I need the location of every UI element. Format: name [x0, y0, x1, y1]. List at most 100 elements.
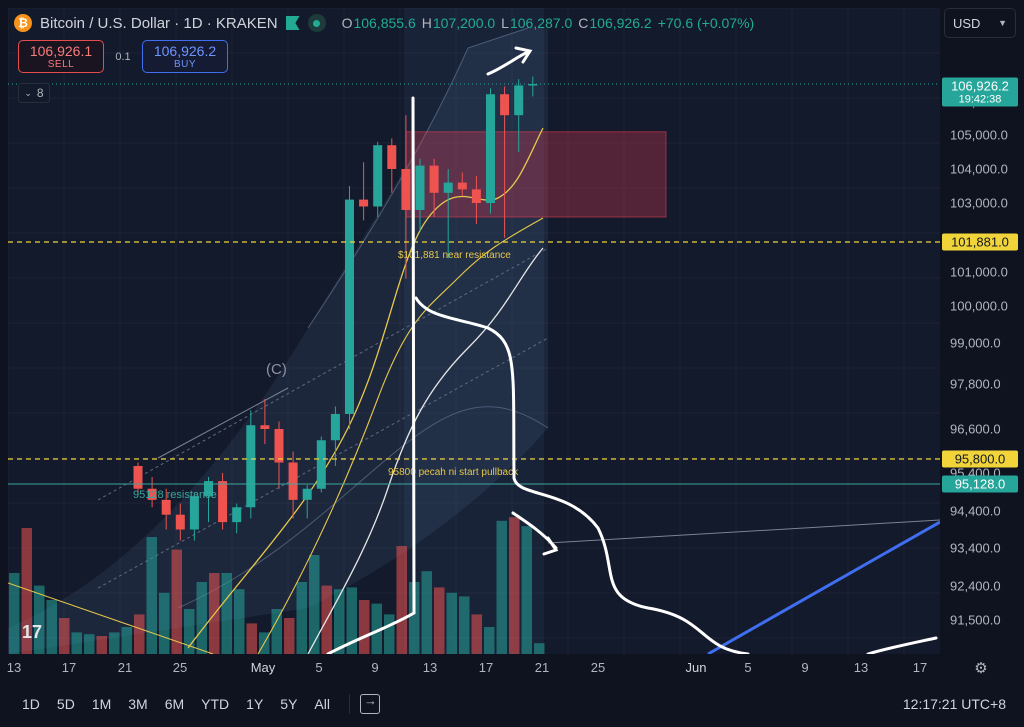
ema-fast — [187, 127, 544, 649]
highlight-column — [404, 8, 544, 654]
volume-bar — [46, 600, 57, 654]
price-axis[interactable]: 106,000.0105,000.0104,000.0103,000.0101,… — [940, 8, 1024, 654]
time-tick: 25 — [590, 660, 606, 675]
price-tick: 93,400.0 — [950, 540, 1001, 556]
candle-body — [316, 440, 326, 489]
volume-bar — [159, 592, 170, 654]
indicators-toggle[interactable]: ⌄ 8 — [18, 83, 50, 103]
volume-bar — [221, 573, 232, 654]
volume-bar — [196, 582, 207, 654]
volume-bar — [409, 582, 420, 654]
chart-area[interactable]: $101,881 near resistance 95800 pecah ni s… — [8, 8, 940, 654]
candle-body — [373, 145, 383, 207]
time-axis[interactable]: 13 17 21 25 May 5 9 13 17 21 25 Jun 5 9 13 17 — [7, 656, 940, 680]
candle-body — [429, 165, 439, 193]
chevron-down-icon: ⌄ — [24, 87, 32, 98]
candle-body — [345, 199, 354, 414]
candle-body — [175, 514, 185, 530]
buy-button[interactable]: 106,926.2 BUY — [142, 40, 228, 73]
candle-body — [330, 414, 340, 441]
range-buttons: 1D 5D 1M 3M 6M YTD 1Y 5Y All — [14, 696, 339, 712]
market-status-icon[interactable] — [307, 14, 326, 32]
price-chart[interactable]: $101,881 near resistance 95800 pecah ni s… — [8, 8, 940, 654]
volume-bar — [534, 643, 545, 654]
volume-bar — [184, 609, 195, 654]
go-to-date-icon[interactable] — [359, 693, 380, 714]
indicators-count: 8 — [36, 86, 44, 100]
volume-bar — [521, 526, 532, 654]
volume-bar — [9, 573, 20, 654]
volume-bar — [371, 603, 382, 654]
pullback-note: 95800 pecah ni start pullback — [388, 467, 519, 478]
currency-select[interactable]: USD ▼ — [944, 8, 1016, 38]
flag-icon[interactable] — [285, 16, 300, 30]
time-tick: 5 — [315, 660, 323, 675]
candle-body — [528, 84, 538, 86]
volume-bar — [359, 600, 370, 654]
candle-body — [161, 499, 171, 515]
support-note: 95128 resistance — [133, 489, 217, 501]
time-tick: May — [250, 660, 276, 675]
time-tick: 17 — [912, 660, 928, 675]
price-tick: 104,000.0 — [950, 161, 1008, 177]
volume-bar — [146, 537, 157, 654]
clock[interactable]: 12:17:21 UTC+8 — [902, 696, 1006, 712]
candle-body — [359, 199, 369, 207]
time-tick: 21 — [534, 660, 550, 675]
price-tick: 96,600.0 — [950, 421, 1001, 437]
range-button-1y[interactable]: 1Y — [246, 696, 264, 712]
time-tick: 21 — [117, 660, 133, 675]
candle-body — [288, 462, 298, 500]
candle-body — [486, 94, 495, 203]
bollinger-lower — [177, 406, 549, 609]
time-tick: 9 — [801, 660, 809, 675]
channel-line — [97, 247, 549, 501]
volume-bar — [96, 636, 107, 654]
bitcoin-icon: ₿ — [14, 14, 32, 32]
volume-bar — [509, 517, 520, 654]
range-button-6m[interactable]: 6M — [164, 696, 185, 712]
range-button-3m[interactable]: 3M — [128, 696, 148, 712]
gear-icon[interactable]: ⚙ — [974, 660, 988, 677]
volume-bar — [446, 592, 457, 654]
trend-line-yellow — [8, 582, 214, 654]
blue-trend-line — [707, 520, 940, 654]
candle-body — [274, 429, 284, 463]
range-button-1d[interactable]: 1D — [22, 696, 40, 712]
symbol-header: ₿ Bitcoin / U.S. Dollar · 1D · KRAKEN O1… — [14, 12, 754, 34]
candle-body — [204, 481, 213, 497]
price-tick: 105,000.0 — [950, 127, 1008, 143]
candle-body — [471, 189, 481, 203]
volume-bar — [421, 571, 432, 654]
bottom-toolbar: 1D 5D 1M 3M 6M YTD 1Y 5Y All 12:17:21 UTC+8 — [0, 688, 1024, 720]
level-label-95128: 95,128.0 — [942, 475, 1018, 493]
tradingview-logo: 17 — [22, 622, 43, 642]
range-button-5y[interactable]: 5Y — [280, 696, 298, 712]
range-button-5d[interactable]: 5D — [56, 696, 75, 712]
symbol-title[interactable]: Bitcoin / U.S. Dollar · 1D · KRAKEN — [40, 14, 278, 32]
sell-price: 106,926.1 — [29, 43, 93, 59]
volume-bar — [34, 585, 45, 654]
price-tick: 91,500.0 — [950, 612, 1001, 628]
range-button-all[interactable]: All — [314, 696, 330, 712]
candle-body — [500, 94, 510, 116]
hand-drawn-path — [866, 636, 938, 654]
level-label-95800: 95,800.0 — [942, 450, 1018, 468]
range-button-ytd[interactable]: YTD — [201, 696, 230, 712]
volume-bar — [471, 614, 482, 654]
volume-bar — [459, 596, 470, 654]
candle-body — [260, 425, 270, 429]
candle-body — [147, 488, 157, 500]
hand-drawn-vertical — [326, 96, 416, 654]
hand-drawn-path — [414, 296, 750, 654]
volume-bar — [84, 634, 95, 654]
sell-button[interactable]: 106,926.1 SELL — [18, 40, 104, 73]
price-tick: 103,000.0 — [950, 195, 1008, 211]
time-tick: 9 — [371, 660, 379, 675]
candle-body — [232, 507, 242, 523]
trend-line — [547, 519, 940, 544]
hand-drawn-up-arrow — [486, 50, 530, 76]
range-button-1m[interactable]: 1M — [91, 696, 112, 712]
candle-body — [443, 182, 453, 193]
